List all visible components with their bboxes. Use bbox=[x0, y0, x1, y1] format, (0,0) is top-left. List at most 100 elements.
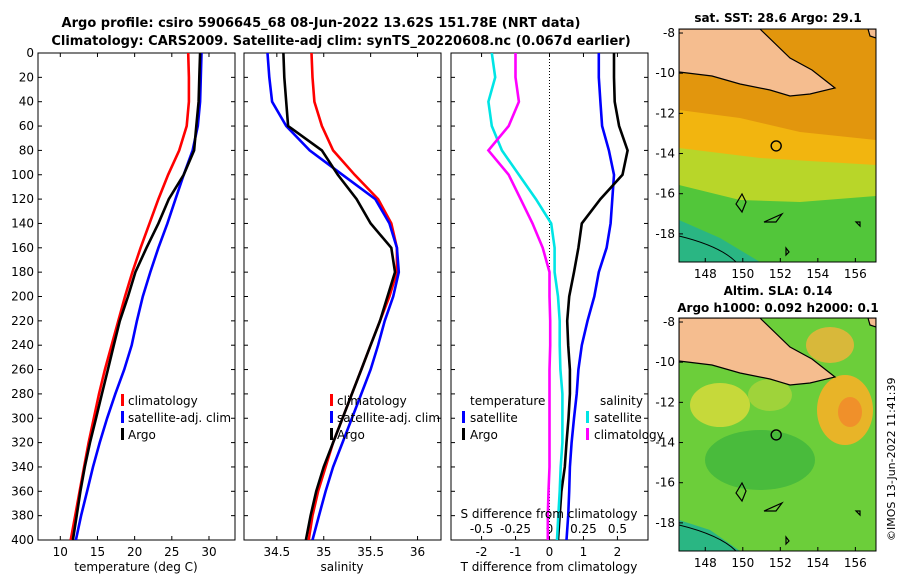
argo-position-marker bbox=[770, 429, 782, 441]
legend-swatch-t-satellite bbox=[462, 411, 465, 423]
map-x-tick-label: 152 bbox=[769, 556, 792, 570]
temperature-x-label: temperature (deg C) bbox=[74, 560, 197, 574]
diff-salinity-climatology-line bbox=[486, 53, 552, 540]
map-y-tick-label: -14 bbox=[655, 147, 675, 161]
depth-ticks: 0 20 40 60 80 100 120 140 160 180 200 220 240 260 280 3… bbox=[11, 46, 648, 547]
legend-label-s-satellite: satellite bbox=[594, 411, 642, 425]
sla-map-frame bbox=[678, 317, 877, 552]
y-tick-label: 20 bbox=[19, 70, 34, 84]
sla-map bbox=[679, 318, 876, 551]
sla-field-green-dark bbox=[705, 430, 815, 490]
legend-label-argo: Argo bbox=[128, 428, 156, 442]
legend-label-argo: Argo bbox=[337, 428, 365, 442]
y-tick-label: 380 bbox=[11, 509, 34, 523]
y-tick-label: 120 bbox=[11, 192, 34, 206]
map-y-tick-label: -12 bbox=[655, 395, 675, 409]
sst-field-teal bbox=[679, 220, 760, 262]
x-tick-label: 2 bbox=[614, 545, 622, 559]
legend-swatch-climatology bbox=[121, 394, 124, 406]
y-tick-label: 220 bbox=[11, 314, 34, 328]
y-tick-label: 60 bbox=[19, 119, 34, 133]
x-tick-label: -2 bbox=[476, 545, 488, 559]
salinity-legend: climatology satellite-adj. clim Argo bbox=[330, 394, 440, 442]
salinity-argo-line bbox=[282, 53, 397, 540]
sst-coastline-south bbox=[679, 235, 737, 262]
y-tick-label: 280 bbox=[11, 387, 34, 401]
sst-map-frame bbox=[678, 28, 877, 263]
diff-temperature-satellite-line bbox=[565, 53, 616, 540]
legend-swatch-t-argo bbox=[462, 428, 465, 440]
sla-land-newguinea bbox=[679, 318, 837, 386]
temperature-x-ticks: 10 15 20 25 30 bbox=[53, 53, 217, 559]
map-y-tick-label: -16 bbox=[655, 187, 675, 201]
sla-map-title-line1: Altim. SLA: 0.14 bbox=[724, 284, 833, 298]
s-tick-label: 0.5 bbox=[608, 522, 627, 536]
y-tick-label: 40 bbox=[19, 95, 34, 109]
difference-x-label: T difference from climatology bbox=[460, 560, 638, 574]
y-tick-label: 300 bbox=[11, 411, 34, 425]
temperature-axes bbox=[37, 52, 236, 541]
legend-header-salinity: salinity bbox=[600, 394, 643, 408]
sst-map-title: sat. SST: 28.6 Argo: 29.1 bbox=[694, 11, 861, 25]
sst-land-newguinea bbox=[679, 29, 837, 97]
sst-land-island-ne bbox=[867, 29, 876, 39]
y-tick-label: 320 bbox=[11, 436, 34, 450]
sla-field-yellow-left bbox=[690, 383, 750, 427]
sla-field-yellow-ne bbox=[806, 327, 854, 363]
x-tick-label: 35.5 bbox=[357, 545, 384, 559]
s-tick-label: 0.25 bbox=[570, 522, 597, 536]
map-x-tick-label: 148 bbox=[694, 556, 717, 570]
legend-header-temperature: temperature bbox=[470, 394, 545, 408]
x-tick-label: 25 bbox=[164, 545, 179, 559]
diff-salinity-satellite-line bbox=[487, 53, 564, 540]
legend-label-s-climatology: climatology bbox=[594, 428, 664, 442]
y-tick-label: 80 bbox=[19, 143, 34, 157]
legend-label-climatology: climatology bbox=[337, 394, 407, 408]
salinity-satellite-line bbox=[266, 53, 401, 540]
map-y-tick-label: -12 bbox=[655, 106, 675, 120]
map-y-tick-label: -16 bbox=[655, 476, 675, 490]
s-tick-label: -0.5 bbox=[470, 522, 493, 536]
map-y-tick-label: -8 bbox=[663, 315, 675, 329]
x-tick-label: 20 bbox=[127, 545, 142, 559]
x-tick-label: 35 bbox=[316, 545, 331, 559]
salinity-x-label: salinity bbox=[320, 560, 363, 574]
salinity-x-ticks: 34.5 35 35.5 36 bbox=[263, 53, 425, 559]
legend-swatch-satellite bbox=[330, 411, 333, 423]
map-x-tick-label: 156 bbox=[844, 267, 867, 281]
y-tick-label: 360 bbox=[11, 484, 34, 498]
map-y-tick-label: -18 bbox=[655, 227, 675, 241]
sst-field-green bbox=[679, 185, 876, 262]
legend-label-satellite: satellite-adj. clim bbox=[337, 411, 440, 425]
y-tick-label: 340 bbox=[11, 460, 34, 474]
imos-timestamp: ©IMOS 13-Jun-2022 11:41:39 bbox=[885, 377, 898, 541]
sst-coastline-reef bbox=[735, 192, 861, 257]
difference-s-ticks: -0.5 -0.25 0 0.25 0.5 bbox=[470, 522, 627, 536]
difference-legend: temperature satellite Argo salinity sate… bbox=[462, 394, 664, 442]
sst-map bbox=[679, 29, 876, 262]
y-tick-label: 240 bbox=[11, 338, 34, 352]
map-x-tick-label: 150 bbox=[731, 267, 754, 281]
map-y-tick-label: -18 bbox=[655, 516, 675, 530]
map-y-tick-label: -8 bbox=[663, 26, 675, 40]
temperature-argo-line bbox=[71, 53, 202, 540]
legend-label-t-argo: Argo bbox=[470, 428, 498, 442]
legend-swatch-climatology bbox=[330, 394, 333, 406]
legend-swatch-satellite bbox=[121, 411, 124, 423]
map-x-tick-label: 150 bbox=[731, 556, 754, 570]
legend-label-climatology: climatology bbox=[128, 394, 198, 408]
y-tick-label: 100 bbox=[11, 168, 34, 182]
argo-position-marker bbox=[770, 140, 782, 152]
x-tick-label: 1 bbox=[580, 545, 588, 559]
map-x-tick-label: 154 bbox=[806, 556, 829, 570]
x-tick-label: 34.5 bbox=[263, 545, 290, 559]
legend-swatch-s-satellite bbox=[586, 411, 589, 423]
map-x-tick-label: 152 bbox=[769, 267, 792, 281]
y-tick-label: 400 bbox=[11, 533, 34, 547]
y-tick-label: 200 bbox=[11, 290, 34, 304]
sla-map-ticks: 148 150 152 154 156 -8 -10 -12 -14 -16 -18 bbox=[655, 315, 866, 570]
map-x-tick-label: 148 bbox=[694, 267, 717, 281]
sla-field-green-light bbox=[748, 379, 792, 411]
figure-title-line2: Climatology: CARS2009. Satellite-adj cli… bbox=[51, 34, 630, 49]
